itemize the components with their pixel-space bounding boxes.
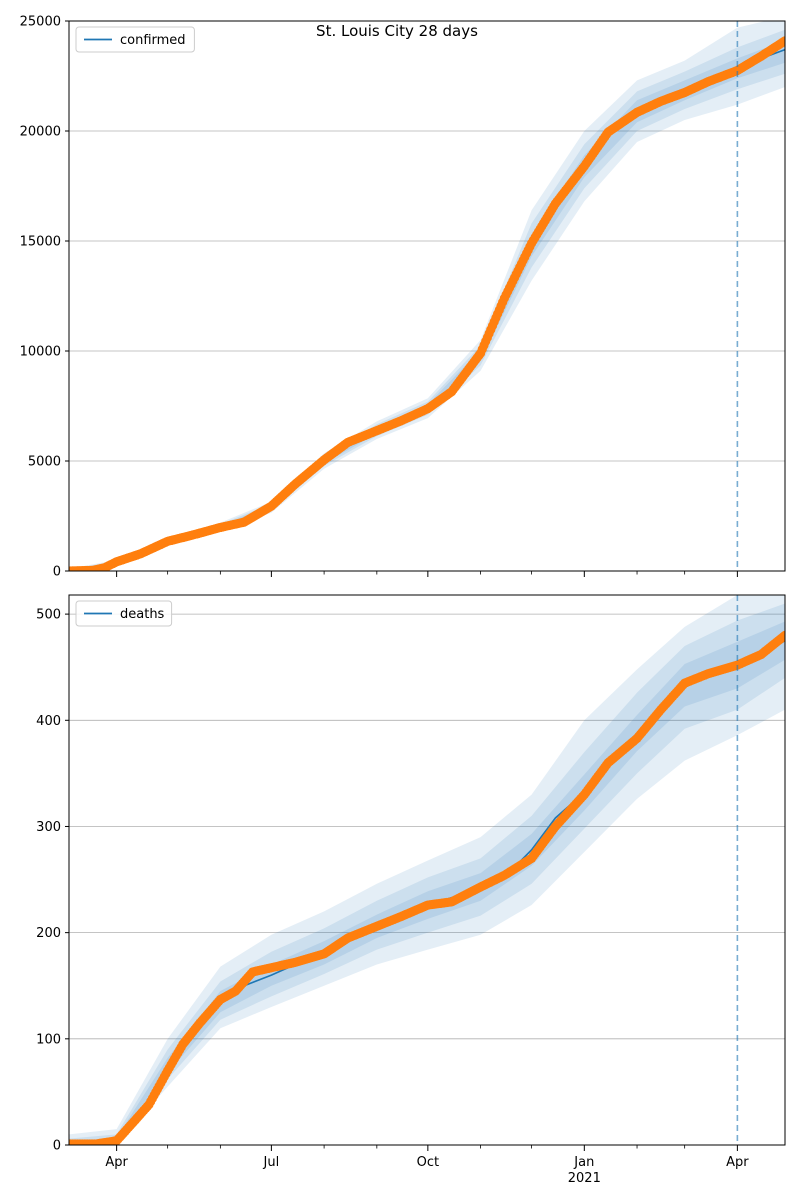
x-tick-label: Oct <box>417 1155 439 1170</box>
x-tick-label: Jul <box>263 1155 280 1170</box>
y-tick-label: 300 <box>36 820 61 835</box>
observed-point <box>780 36 785 46</box>
legend: deaths <box>75 600 173 627</box>
legend-label: deaths <box>120 607 165 622</box>
x-year-label: 2021 <box>568 1171 601 1186</box>
y-tick-label: 0 <box>53 1139 61 1154</box>
x-tick-label: Apr <box>726 1155 749 1170</box>
observed-point <box>780 630 785 640</box>
x-tick-label: Jan <box>573 1155 594 1170</box>
axes-frame <box>68 594 786 1146</box>
y-tick-label: 500 <box>36 608 61 623</box>
axes-frame <box>68 20 786 572</box>
y-tick-label: 10000 <box>20 345 61 360</box>
legend-label: confirmed <box>120 33 186 48</box>
legend-box <box>75 600 173 627</box>
figure-title: St. Louis City 28 days <box>316 22 478 40</box>
band-outer <box>69 21 785 571</box>
y-tick-label: 15000 <box>20 235 61 250</box>
y-tick-label: 100 <box>36 1032 61 1047</box>
band-inner <box>69 621 785 1145</box>
band-outer <box>69 595 785 1145</box>
observed-points <box>69 36 785 571</box>
y-tick-label: 25000 <box>20 15 61 30</box>
legend-box <box>75 26 195 53</box>
plot-area <box>69 21 785 571</box>
legend: confirmed <box>75 26 195 53</box>
y-tick-label: 200 <box>36 926 61 941</box>
x-tick-label: Apr <box>105 1155 128 1170</box>
band-middle <box>69 603 785 1145</box>
y-tick-label: 0 <box>53 565 61 580</box>
y-tick-label: 5000 <box>28 455 61 470</box>
y-tick-label: 400 <box>36 714 61 729</box>
confirmed-panel: 0 5000 10000 15000 20000 25000 confirmed <box>20 15 786 580</box>
observed-points <box>69 630 785 1145</box>
deaths-panel: 0 100 200 300 400 500 Apr Jul Oct Jan Apr 2021 death… <box>36 594 786 1186</box>
plot-area <box>69 595 785 1145</box>
y-tick-label: 20000 <box>20 125 61 140</box>
